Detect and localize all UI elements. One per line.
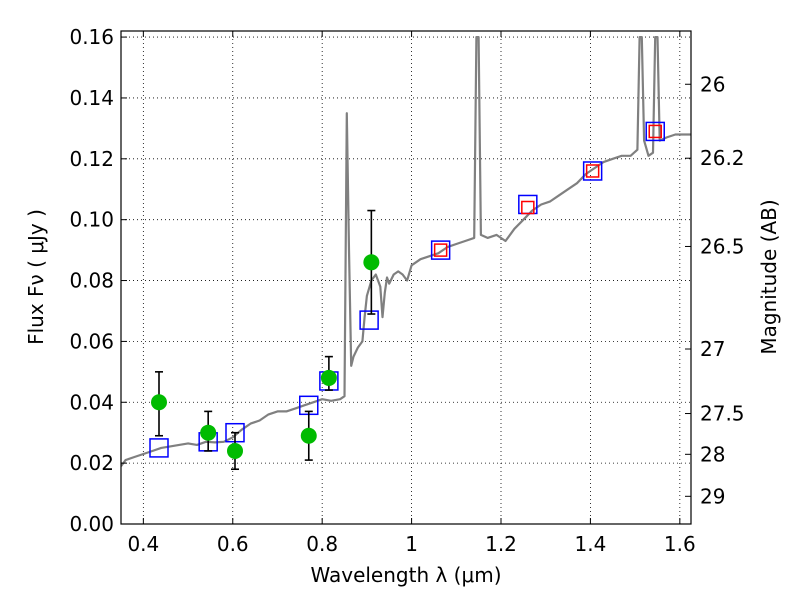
y-tick-label: 0.10: [69, 208, 114, 232]
green-data-point: [363, 254, 380, 271]
y-tick-label: 0.16: [69, 25, 114, 49]
x-tick-label: 1.2: [485, 532, 517, 556]
red-square-marker: [585, 164, 600, 178]
y-tick-label: 0.02: [69, 451, 114, 475]
y2-tick-label: 27: [700, 337, 725, 361]
ticks: 0.4 0.6 0.8 1 1.2 1.4 1.6 0.00 0.02 0.04 0.06 0.08 0…: [69, 25, 744, 556]
plot-frame: [120, 30, 692, 525]
y2-axis-title: Magnitude (AB): [757, 199, 781, 354]
x-tick-label: 0.4: [127, 532, 159, 556]
y2-tick-label: 26: [700, 72, 725, 96]
green-data-point: [227, 442, 243, 459]
blue-square-marker: [582, 161, 603, 181]
y-axis-title: Flux Fν ( μJy ): [24, 209, 48, 345]
y2-tick-label: 26.5: [700, 234, 745, 258]
y2-tick-label: 26.2: [700, 146, 745, 170]
y2-tick-label: 29: [700, 484, 725, 508]
blue-square-marker: [149, 438, 169, 458]
blue-square-marker: [359, 310, 379, 330]
blue-square-marker: [430, 240, 451, 260]
y-tick-label: 0.00: [69, 512, 114, 536]
y-tick-label: 0.06: [69, 329, 114, 353]
y-tick-label: 0.12: [69, 147, 114, 171]
x-tick-label: 0.6: [217, 532, 249, 556]
blue-square-marker: [645, 121, 665, 142]
x-tick-label: 1.6: [664, 532, 696, 556]
red-square-marker: [521, 200, 535, 215]
red-square-marker: [433, 243, 448, 257]
x-tick-label: 0.8: [306, 532, 338, 556]
green-data-point: [300, 427, 317, 444]
x-tick-label: 1.4: [575, 532, 607, 556]
y-tick-label: 0.04: [69, 390, 114, 414]
y-tick-label: 0.14: [69, 86, 114, 110]
y2-tick-label: 28: [700, 442, 725, 466]
x-tick-label: 1: [405, 532, 418, 556]
y2-tick-label: 27.5: [700, 402, 745, 426]
x-axis-title: Wavelength λ (μm): [310, 563, 501, 587]
green-data-point: [151, 394, 167, 411]
green-data-point: [320, 369, 337, 386]
y-tick-label: 0.08: [69, 269, 114, 293]
green-data-point: [200, 424, 217, 441]
red-square-marker: [648, 124, 662, 139]
series-layer: [121, 36, 691, 471]
